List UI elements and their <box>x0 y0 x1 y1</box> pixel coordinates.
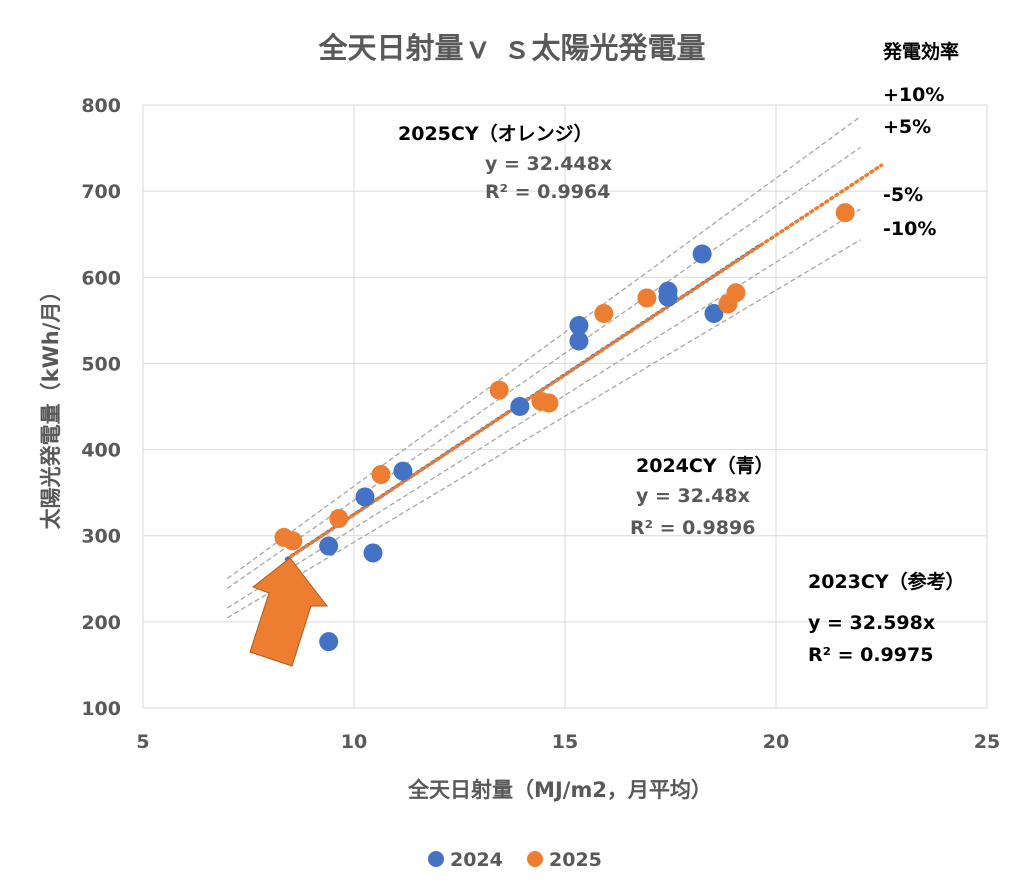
x-tick-label: 5 <box>136 731 149 753</box>
x-tick-label: 15 <box>552 731 578 753</box>
label-2025: 2025CY（オレンジ） <box>398 122 593 145</box>
x-tick-label: 20 <box>763 731 789 753</box>
data-point-2024 <box>355 487 375 507</box>
data-point-2024 <box>704 303 724 323</box>
label-2024: 2024CY（青） <box>636 454 774 477</box>
data-point-2025 <box>329 508 349 528</box>
x-tick-label: 25 <box>974 731 1000 753</box>
trendlines <box>284 163 884 561</box>
tick-labels: 100 200 300 400 500 600 700 800 5 10 15 20 25 <box>81 95 1000 753</box>
y-tick-label: 800 <box>81 95 121 117</box>
data-point-2024 <box>569 331 589 351</box>
data-point-2025 <box>539 393 559 413</box>
legend-marker-2025 <box>527 851 543 867</box>
data-point-2025 <box>835 203 855 223</box>
r2-2023: R² = 0.9975 <box>808 644 933 666</box>
label-2023: 2023CY（参考） <box>808 570 965 593</box>
data-point-2025 <box>726 283 746 303</box>
data-point-2025 <box>283 531 303 551</box>
y-tick-label: 700 <box>81 181 121 203</box>
data-point-2024 <box>363 543 383 563</box>
x-axis-label: 全天日射量（MJ/m2，月平均） <box>407 778 712 802</box>
eq-2025: y = 32.448x <box>485 153 612 175</box>
data-point-2024 <box>510 397 530 416</box>
legend-marker-2024 <box>428 851 444 867</box>
data-point-2025 <box>371 465 391 485</box>
data-point-2024 <box>658 287 678 307</box>
data-point-2025 <box>489 380 509 400</box>
data-point-2025 <box>637 288 657 308</box>
r2-2025: R² = 0.9964 <box>485 181 610 203</box>
data-points <box>274 203 855 652</box>
eff-minus5: -5% <box>883 184 923 206</box>
arrow-icon <box>249 557 329 667</box>
eff-minus10: -10% <box>883 218 936 240</box>
data-point-2025 <box>594 303 614 323</box>
r2-2024: R² = 0.9896 <box>630 517 755 539</box>
y-tick-label: 400 <box>81 440 121 462</box>
data-point-2024 <box>319 536 339 556</box>
eff-plus5: +5% <box>883 116 931 138</box>
y-axis-label: 太陽光発電量（kWh/月） <box>39 281 63 530</box>
data-point-2024 <box>393 461 413 481</box>
eq-2023: y = 32.598x <box>808 612 935 634</box>
y-tick-label: 600 <box>81 267 121 289</box>
y-tick-label: 300 <box>81 526 121 548</box>
y-tick-label: 500 <box>81 353 121 375</box>
y-tick-label: 100 <box>81 698 121 720</box>
data-point-2024 <box>569 316 589 336</box>
data-point-2024 <box>319 632 339 652</box>
reference-line <box>227 239 861 619</box>
eq-2024: y = 32.48x <box>636 485 750 507</box>
reference-line <box>227 116 861 580</box>
legend: 2024 2025 <box>428 849 602 871</box>
legend-label-2024: 2024 <box>450 849 503 871</box>
reference-line <box>227 146 861 589</box>
chart-title: 全天日射量ｖ ｓ太陽光発電量 <box>317 31 705 65</box>
eff-plus10: +10% <box>883 84 944 106</box>
legend-label-2025: 2025 <box>549 849 602 871</box>
x-tick-label: 10 <box>341 731 367 753</box>
trendline-2025 <box>288 163 884 559</box>
y-tick-label: 200 <box>81 612 121 634</box>
efficiency-title: 発電効率 <box>882 40 959 63</box>
data-point-2024 <box>692 244 712 264</box>
